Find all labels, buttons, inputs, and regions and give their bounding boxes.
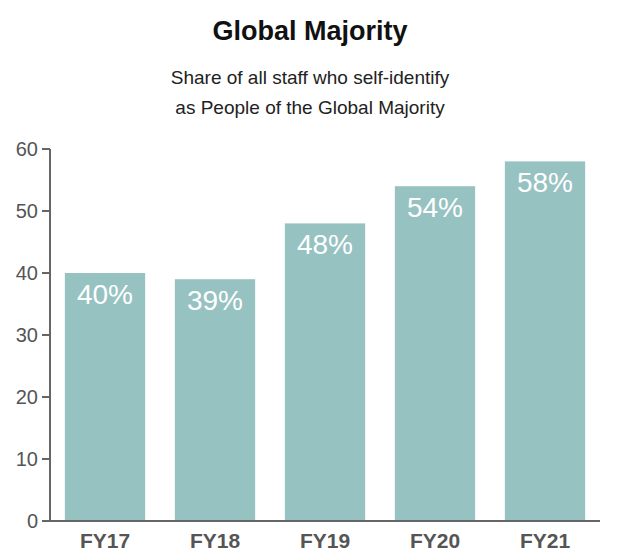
subtitle: as People of the Global Majority bbox=[175, 97, 445, 118]
x-tick-label: FY18 bbox=[190, 529, 241, 552]
bars bbox=[65, 161, 585, 521]
y-tick-label: 20 bbox=[16, 386, 38, 408]
y-tick bbox=[42, 210, 50, 212]
bar bbox=[395, 186, 475, 521]
y-tick-label: 40 bbox=[16, 262, 38, 284]
y-tick bbox=[42, 520, 50, 522]
x-tick-label: FY21 bbox=[520, 529, 571, 552]
chart-svg: Global Majority Share of all staff who se… bbox=[0, 0, 620, 560]
data-label: 40% bbox=[77, 279, 133, 310]
y-tick bbox=[42, 458, 50, 460]
x-tick-label: FY20 bbox=[410, 529, 460, 552]
data-label: 48% bbox=[297, 229, 353, 260]
chart-container: Global Majority Share of all staff who se… bbox=[0, 0, 620, 560]
y-tick bbox=[42, 148, 50, 150]
y-tick-label: 50 bbox=[16, 200, 38, 222]
bar bbox=[65, 273, 145, 521]
data-label: 39% bbox=[187, 285, 243, 316]
y-tick bbox=[42, 334, 50, 336]
bar bbox=[505, 161, 585, 521]
y-tick-label: 0 bbox=[27, 510, 38, 532]
data-label: 54% bbox=[407, 192, 463, 223]
title: Global Majority bbox=[212, 16, 407, 46]
y-axis bbox=[49, 149, 51, 521]
subtitle: Share of all staff who self-identify bbox=[171, 67, 450, 88]
x-tick-label: FY19 bbox=[300, 529, 350, 552]
bar bbox=[285, 223, 365, 521]
y-tick bbox=[42, 396, 50, 398]
y-tick-label: 10 bbox=[16, 448, 38, 470]
x-axis bbox=[50, 520, 600, 522]
x-tick-label: FY17 bbox=[80, 529, 130, 552]
y-tick-label: 30 bbox=[16, 324, 38, 346]
bar bbox=[175, 279, 255, 521]
y-tick-label: 60 bbox=[16, 138, 38, 160]
y-tick bbox=[42, 272, 50, 274]
data-label: 58% bbox=[517, 167, 573, 198]
